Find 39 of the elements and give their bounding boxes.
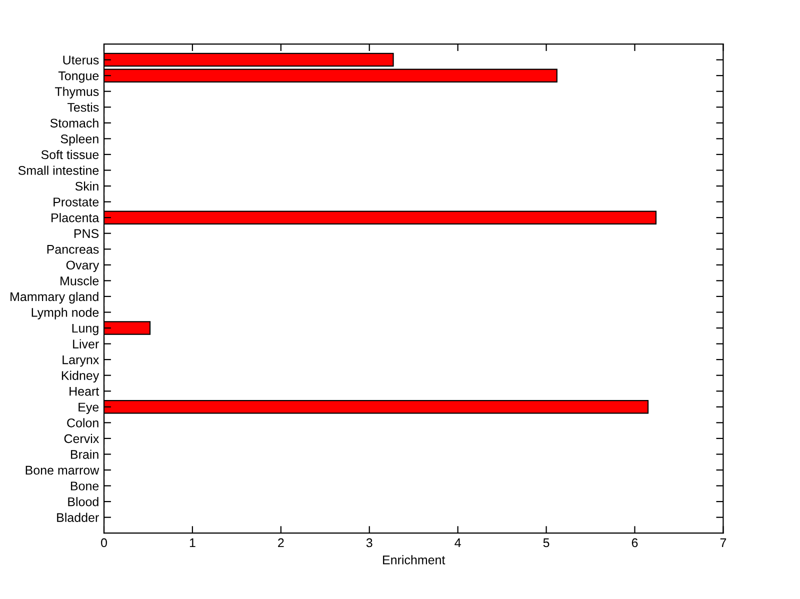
y-tick-label: Spleen — [60, 134, 98, 146]
x-tick-label: 1 — [190, 538, 196, 548]
y-tick-label: Kidney — [62, 370, 100, 382]
y-tick-label: Small intestine — [18, 166, 99, 175]
y-tick-label: Brain — [70, 450, 98, 459]
x-tick-label: 7 — [720, 538, 726, 548]
y-tick-label: Blood — [68, 497, 98, 506]
y-tick-label: Liver — [73, 339, 99, 348]
x-tick-label: 6 — [632, 538, 638, 548]
x-tick-label: 3 — [366, 538, 372, 548]
y-tick-label: Ovary — [66, 260, 100, 272]
y-tick-label: Testis — [67, 102, 99, 112]
y-tick-label: Soft tissue — [41, 150, 99, 160]
y-tick-label: Muscle — [60, 276, 99, 286]
x-tick-label: 0 — [101, 538, 107, 548]
y-tick-label: Stomach — [50, 118, 98, 128]
y-tick-label: Bladder — [57, 512, 99, 522]
y-tick-label: Heart — [70, 387, 100, 396]
x-tick-label: 5 — [543, 538, 550, 548]
y-tick-label: PNS — [74, 229, 99, 238]
y-tick-label: Placenta — [52, 213, 100, 222]
y-tick-label: Bone marrow — [26, 466, 100, 475]
x-tick-label: 2 — [278, 538, 284, 548]
y-tick-label: Pancreas — [47, 245, 99, 254]
y-tick-label: Thymus — [54, 86, 99, 98]
y-tick-label: Lymph node — [32, 308, 99, 320]
y-tick-label: Uterus — [63, 56, 99, 64]
y-tick-label: Bone — [70, 482, 99, 490]
y-tick-label: Prostate — [54, 198, 99, 206]
y-tick-label: Mammary gland — [10, 292, 98, 304]
y-tick-label: Skin — [75, 181, 98, 191]
y-tick-label: Lung — [72, 324, 98, 336]
y-tick-label: Cervix — [64, 434, 100, 444]
y-tick-label: Larynx — [62, 355, 100, 367]
y-tick-label: Colon — [67, 418, 98, 428]
y-tick-label: Eye — [78, 402, 99, 414]
y-tick-label: Tongue — [58, 72, 99, 83]
x-axis-title: Enrichment — [383, 555, 446, 564]
x-tick-label: 4 — [454, 538, 461, 548]
